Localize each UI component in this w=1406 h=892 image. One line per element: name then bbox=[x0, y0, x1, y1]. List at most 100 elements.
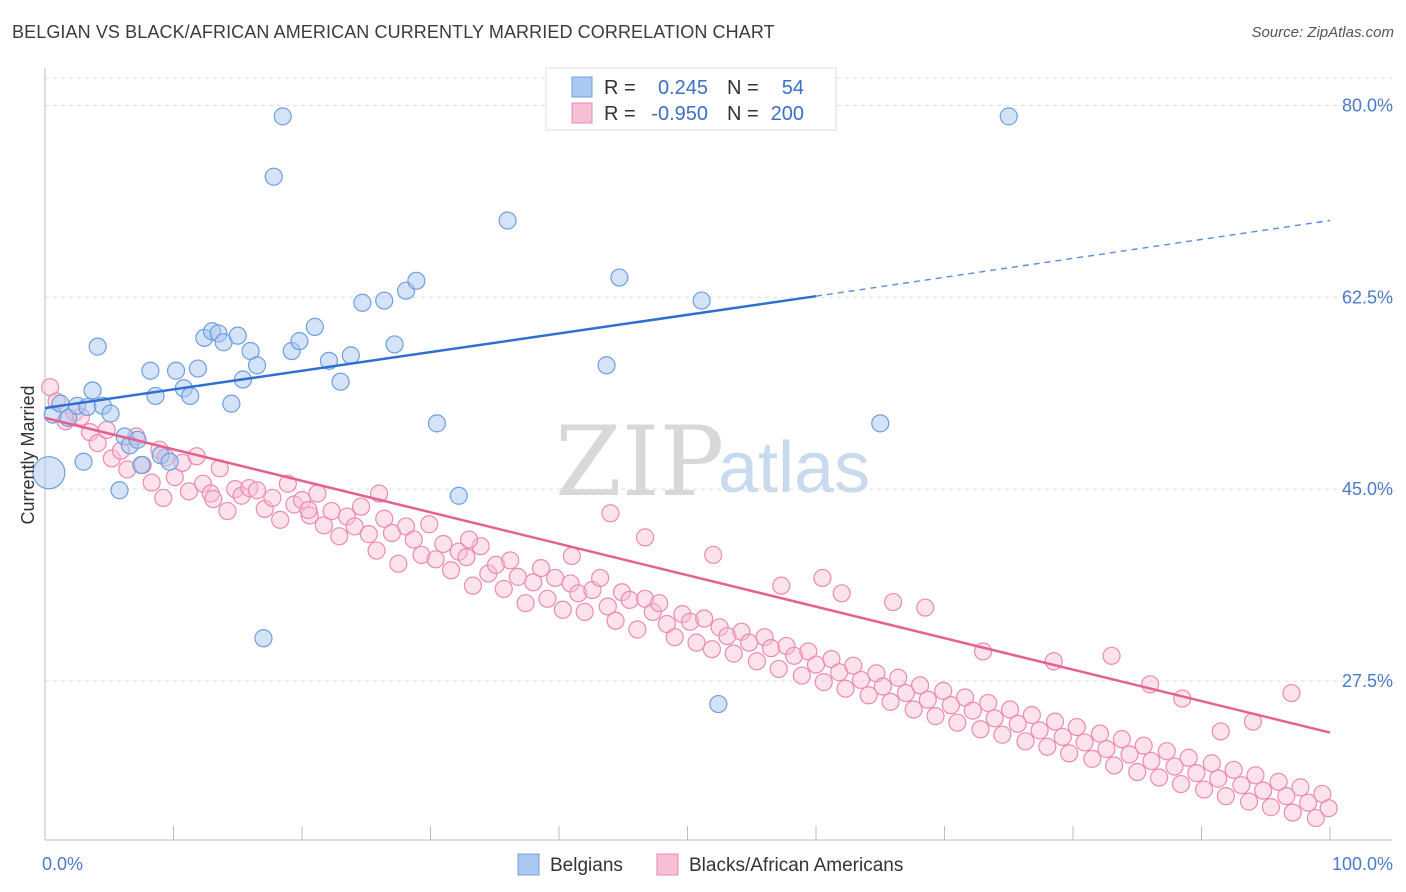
data-point-black-african-american bbox=[337, 507, 357, 526]
watermark-atlas: atlas bbox=[718, 428, 870, 508]
legend-label-black-african-american: Blacks/African Americans bbox=[689, 855, 903, 876]
data-point-black-african-american bbox=[441, 561, 461, 580]
data-point-black-african-american bbox=[1209, 769, 1228, 788]
data-point-black-african-american bbox=[606, 611, 625, 630]
data-point-black-african-american bbox=[806, 655, 826, 674]
stats-legend-n-pink: 200 bbox=[771, 103, 804, 125]
data-point-black-african-american bbox=[292, 491, 312, 510]
stats-legend-r-pink: -0.950 bbox=[651, 103, 708, 125]
data-point-belgians bbox=[110, 481, 129, 500]
data-point-black-african-american bbox=[740, 633, 759, 652]
stats-legend-n-label-blue: N = bbox=[727, 77, 759, 99]
data-point-belgians bbox=[353, 293, 372, 312]
data-point-black-african-american bbox=[859, 686, 878, 705]
data-point-belgians bbox=[999, 107, 1018, 126]
data-point-black-african-american bbox=[404, 530, 423, 549]
data-point-black-african-american bbox=[665, 628, 684, 647]
stats-legend-pink-swatch bbox=[571, 102, 593, 124]
data-point-belgians bbox=[341, 346, 360, 365]
stats-legend-r-blue: 0.245 bbox=[658, 77, 708, 99]
data-point-belgians bbox=[871, 414, 890, 433]
data-point-black-african-american bbox=[1211, 722, 1230, 741]
data-point-black-african-american bbox=[747, 652, 766, 671]
data-point-black-african-american bbox=[359, 525, 378, 544]
data-point-black-african-american bbox=[193, 474, 213, 493]
data-point-black-african-american bbox=[420, 515, 439, 534]
data-point-belgians bbox=[181, 386, 200, 406]
data-point-black-african-american bbox=[601, 504, 620, 523]
data-point-black-african-american bbox=[1053, 727, 1072, 747]
data-point-black-african-american bbox=[910, 676, 930, 695]
data-point-belgians bbox=[247, 356, 267, 375]
watermark: ZIP atlas bbox=[555, 406, 870, 518]
data-point-belgians bbox=[254, 629, 273, 648]
watermark-zip: ZIP bbox=[555, 406, 724, 518]
axes bbox=[44, 68, 1392, 841]
data-point-black-african-american bbox=[1319, 799, 1338, 818]
data-point-belgians bbox=[385, 335, 404, 354]
data-point-belgians bbox=[228, 326, 247, 345]
y-axis-title: Currently Married bbox=[18, 385, 38, 524]
data-point-black-african-american bbox=[695, 609, 714, 628]
data-point-black-african-american bbox=[569, 584, 588, 603]
data-point-belgians bbox=[83, 381, 102, 400]
data-point-black-african-american bbox=[142, 473, 161, 492]
data-point-black-african-american bbox=[620, 590, 639, 609]
data-point-black-african-american bbox=[612, 583, 632, 602]
legend-swatch-black-african-american bbox=[656, 853, 679, 876]
data-point-black-african-american bbox=[322, 501, 341, 521]
legend-swatch-belgians bbox=[517, 853, 540, 876]
data-point-black-african-american bbox=[881, 692, 900, 711]
data-point-black-african-american bbox=[1016, 732, 1035, 751]
stats-legend-blue-swatch bbox=[571, 76, 593, 98]
stats-legend-r-label-blue: R = bbox=[604, 77, 636, 99]
data-point-black-african-american bbox=[1194, 780, 1214, 799]
data-point-black-african-american bbox=[904, 700, 923, 719]
data-point-black-african-american bbox=[271, 510, 290, 529]
data-point-belgians bbox=[498, 211, 517, 230]
data-point-black-african-american bbox=[218, 501, 237, 521]
data-point-black-african-american bbox=[1128, 762, 1147, 782]
data-point-black-african-american bbox=[1239, 792, 1259, 811]
data-point-black-african-american bbox=[1157, 742, 1176, 761]
data-point-black-african-american bbox=[934, 681, 953, 700]
data-point-belgians bbox=[449, 486, 468, 505]
data-point-belgians bbox=[290, 332, 309, 351]
data-point-belgians bbox=[692, 291, 711, 310]
data-point-black-african-american bbox=[1067, 717, 1086, 737]
trend-lines bbox=[44, 219, 1331, 734]
data-point-belgians bbox=[375, 291, 394, 310]
data-point-black-african-american bbox=[330, 527, 349, 546]
y-tick-label: 27.5% bbox=[1342, 671, 1393, 691]
data-point-black-african-american bbox=[352, 497, 371, 516]
data-point-black-african-american bbox=[1277, 787, 1296, 806]
data-point-black-african-american bbox=[1269, 772, 1288, 791]
data-point-black-african-american bbox=[1075, 733, 1094, 752]
x-tick-label: 100.0% bbox=[1332, 854, 1393, 874]
data-point-black-african-american bbox=[985, 709, 1004, 728]
data-point-black-african-american bbox=[575, 602, 594, 622]
data-point-belgians bbox=[166, 361, 186, 380]
data-point-black-african-american bbox=[687, 633, 706, 652]
data-point-black-african-american bbox=[1045, 712, 1065, 731]
data-point-black-african-american bbox=[88, 434, 107, 453]
data-point-black-african-american bbox=[553, 600, 572, 619]
data-point-black-african-american bbox=[777, 636, 796, 656]
data-point-black-african-american bbox=[1083, 749, 1102, 768]
data-point-black-african-american bbox=[889, 668, 908, 687]
data-point-belgians bbox=[610, 268, 629, 287]
data-point-black-african-american bbox=[561, 574, 580, 593]
data-point-black-african-american bbox=[247, 481, 267, 500]
data-point-belgians bbox=[141, 361, 160, 380]
data-point-black-african-american bbox=[650, 594, 669, 613]
data-point-black-african-american bbox=[814, 673, 833, 692]
data-point-black-african-american bbox=[1283, 803, 1302, 822]
series-legend: Belgians Blacks/African Americans bbox=[517, 853, 903, 876]
data-point-black-african-american bbox=[836, 679, 855, 698]
data-point-black-african-american bbox=[367, 541, 386, 560]
data-point-black-african-american bbox=[1060, 744, 1079, 763]
data-point-black-african-american bbox=[531, 558, 551, 578]
data-point-black-african-american bbox=[501, 551, 520, 570]
data-point-black-african-american bbox=[704, 545, 723, 565]
